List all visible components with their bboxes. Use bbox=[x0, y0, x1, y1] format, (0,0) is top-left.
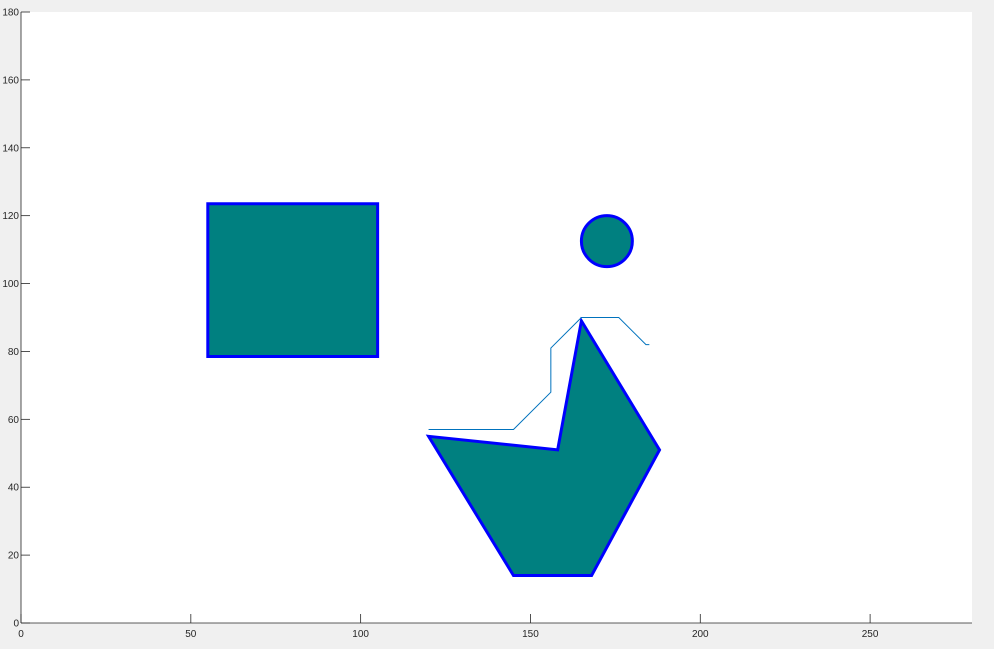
x-tick-label: 50 bbox=[185, 629, 197, 640]
y-tick-label: 180 bbox=[2, 8, 19, 19]
y-tick-label: 80 bbox=[8, 347, 20, 358]
x-tick-label: 250 bbox=[862, 629, 879, 640]
circle-obstacle bbox=[579, 214, 634, 269]
path-layer bbox=[428, 317, 650, 431]
polygon-obstacle bbox=[425, 316, 662, 577]
rectangle-obstacle bbox=[206, 202, 380, 359]
y-tick-label: 160 bbox=[2, 75, 19, 86]
y-tick-label: 60 bbox=[8, 415, 20, 426]
x-tick-label: 200 bbox=[692, 629, 709, 640]
x-axis-ticks: 0 50 100 150 200 250 bbox=[18, 614, 879, 640]
x-tick-label: 100 bbox=[352, 629, 369, 640]
y-tick-label: 20 bbox=[8, 551, 20, 562]
shapes-layer bbox=[206, 202, 662, 577]
path-line bbox=[428, 317, 650, 431]
y-tick-label: 140 bbox=[2, 143, 19, 154]
y-tick-label: 0 bbox=[13, 619, 19, 630]
x-tick-label: 150 bbox=[522, 629, 539, 640]
x-tick-label: 0 bbox=[18, 629, 24, 640]
y-tick-label: 40 bbox=[8, 483, 20, 494]
y-tick-label: 100 bbox=[2, 279, 19, 290]
y-tick-label: 120 bbox=[2, 211, 19, 222]
y-axis-ticks: 0 20 40 60 80 100 120 140 160 180 bbox=[2, 8, 30, 630]
axes-lines bbox=[20, 12, 972, 624]
